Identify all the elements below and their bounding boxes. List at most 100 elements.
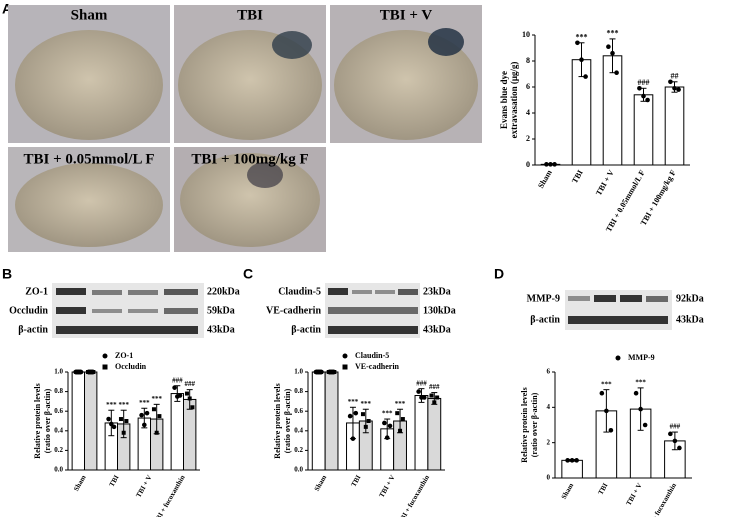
y-axis-label: Relative protein levels: [273, 383, 282, 458]
point: [429, 393, 434, 398]
point: [432, 400, 437, 405]
blot-label: VE-cadherin: [266, 305, 321, 316]
blot-size: 23kDa: [423, 286, 451, 297]
y-tick-label: 0.8: [294, 387, 303, 395]
point: [638, 406, 643, 412]
band: [620, 295, 642, 302]
point: [109, 421, 114, 427]
y-tick-label: 8: [526, 56, 530, 65]
band: [128, 309, 158, 313]
point: [610, 50, 615, 56]
y-tick-label: 4: [547, 403, 551, 411]
blot-size: 43kDa: [676, 314, 704, 325]
dye-spot: [247, 162, 283, 188]
annotation: ***: [151, 395, 162, 403]
annotation: ***: [139, 399, 150, 407]
legend-marker: [615, 355, 621, 361]
y-axis-label: (ratio over β-actin): [530, 392, 539, 457]
blot-size: 43kDa: [207, 324, 235, 335]
bar: [633, 94, 654, 166]
y-tick-label: 6: [526, 82, 530, 91]
point: [384, 435, 390, 440]
point: [637, 86, 642, 91]
blot-label: Occludin: [9, 305, 48, 316]
bar: [324, 371, 339, 471]
point: [677, 445, 682, 451]
point: [172, 385, 177, 390]
point: [641, 93, 646, 99]
annotation: ***: [348, 398, 359, 406]
brain-images: Sham TBI TBI + V TBI + 0.05mmol/L F TBI …: [8, 5, 482, 252]
point: [124, 419, 129, 423]
point: [91, 370, 96, 374]
y-tick-label: 2: [526, 134, 530, 143]
y-tick-label: 0.6: [294, 407, 303, 415]
legend-label: MMP-9: [628, 353, 655, 362]
point: [78, 369, 84, 375]
band: [646, 296, 668, 302]
annotation: ###: [638, 78, 650, 87]
band: [568, 296, 590, 301]
point: [85, 370, 90, 374]
band: [568, 316, 668, 324]
point: [614, 70, 619, 75]
y-tick-label: 0: [547, 474, 551, 482]
y-axis-label: Relative protein levels: [33, 383, 42, 458]
band: [56, 288, 86, 295]
blot-label: β-actin: [291, 324, 321, 335]
point: [187, 396, 192, 401]
point: [583, 74, 588, 79]
point: [416, 389, 421, 394]
y-axis-label: extravasation (μg/g): [509, 62, 519, 139]
y-axis-label: Relative protein levels: [520, 387, 529, 462]
image-label: TBI + 100mg/kg F: [191, 151, 308, 167]
point: [575, 40, 580, 46]
blot-c: Claudin-5 VE-cadherin β-actin 23kDa 130k…: [266, 283, 456, 338]
band: [328, 307, 418, 314]
annotation: ***: [576, 33, 588, 42]
point: [177, 393, 183, 398]
annotation: ***: [361, 400, 372, 408]
annotation: ***: [395, 400, 406, 408]
point: [139, 412, 144, 418]
panel-letter: C: [243, 266, 253, 282]
point: [548, 162, 553, 167]
brain: [180, 153, 320, 247]
point: [88, 370, 93, 374]
point: [672, 438, 678, 444]
y-tick-label: 0.4: [294, 426, 303, 434]
x-tick-label: TBI + fucoxanthin: [643, 482, 678, 517]
x-tick-label: Sham: [313, 474, 329, 493]
band: [398, 289, 418, 295]
y-axis-label: Evans blue dye: [499, 71, 509, 129]
y-tick-label: 0.8: [54, 387, 63, 395]
band: [328, 288, 348, 295]
brain: [15, 30, 163, 140]
x-tick-label: TBI + V: [594, 168, 616, 197]
blot-b: ZO-1 Occludin β-actin 220kDa 59kDa 43kDa: [9, 283, 240, 338]
point: [142, 422, 147, 428]
annotation: ***: [382, 410, 393, 418]
point: [552, 162, 557, 167]
panel-letter: A: [2, 1, 12, 17]
point: [326, 370, 331, 374]
blot-label: β-actin: [530, 314, 560, 325]
point: [111, 424, 117, 430]
point: [565, 458, 570, 463]
point: [329, 370, 334, 374]
blot-size: 130kDa: [423, 305, 456, 316]
annotation: ***: [635, 379, 646, 387]
point: [398, 428, 403, 433]
x-tick-label: Sham: [72, 474, 88, 493]
point: [668, 431, 673, 437]
image-label: Sham: [71, 7, 108, 23]
x-tick-label: TBI + 100mg/kg F: [639, 168, 678, 227]
point: [606, 44, 611, 49]
blot-label: β-actin: [18, 324, 48, 335]
annotation: ###: [429, 383, 440, 391]
bar: [311, 371, 326, 471]
legend-marker: [342, 353, 348, 359]
bar: [183, 398, 197, 471]
annotation: ###: [670, 423, 681, 431]
